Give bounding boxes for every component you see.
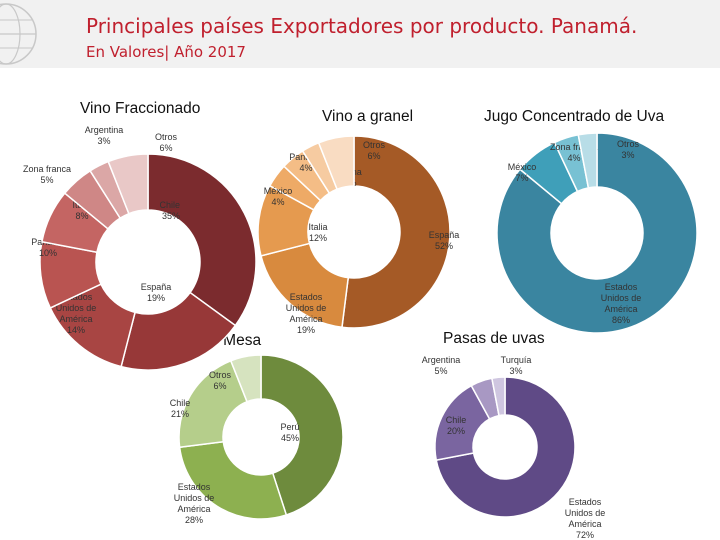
slice-otros (229, 354, 262, 403)
data-label-estados-unidos-de-america: Estados Unidos de América 14% (56, 292, 97, 335)
chart-title-jugo-uva: Jugo Concentrado de Uva (484, 108, 665, 125)
data-label-espana: España 52% (429, 230, 460, 251)
donut-jugo-concentrado-de-uva: Estados Unidos de América 86% México 7% Zona f… (496, 132, 698, 334)
data-label-espana: España 19% (141, 282, 172, 303)
slice-chile (178, 359, 248, 449)
slice-estados-unidos-de-america (435, 376, 576, 518)
slice-estados-unidos-de-america (260, 242, 350, 329)
slice-espana (341, 135, 451, 329)
data-label-estados-unidos-de-america: Estados Unidos de América 28% (174, 482, 215, 525)
data-label-zona-franca: Zona franca 4% (550, 142, 598, 163)
data-label-otros: Otros 6% (155, 132, 178, 153)
data-label-estados-unidos-de-america: Estados Unidos de América 86% (601, 282, 642, 325)
data-label-chile: Chile 20% (446, 415, 467, 436)
data-label-turquia: Turquía 3% (501, 355, 532, 376)
data-label-italia: Italia 12% (308, 222, 327, 243)
slice-turquia (491, 376, 506, 417)
data-label-argentina: Argentina 3% (85, 125, 124, 146)
donut-vino-a-granel: España 52% Estados Unidos de América 19% Itali… (257, 135, 460, 335)
data-label-peru: Perú 45% (280, 422, 299, 443)
slice-estados-unidos-de-america (496, 132, 698, 334)
slice-otros (107, 153, 149, 215)
data-label-argentina: Argentina 5% (422, 355, 461, 376)
data-label-chile: Chile 21% (170, 398, 191, 419)
slice-otros (317, 135, 355, 191)
donut-pasas-de-uvas: Estados Unidos de América 72% Chile 20% Argent… (422, 355, 606, 540)
page-subtitle: En Valores| Año 2017 (86, 43, 246, 61)
data-label-mexico: México 4% (264, 186, 293, 207)
chart-title-pasas: Pasas de uvas (443, 330, 545, 347)
page-title: Principales países Exportadores por prod… (86, 14, 638, 38)
data-label-otros: Otros 3% (617, 139, 640, 160)
data-label-otros: Otros 6% (209, 370, 232, 391)
data-label-chile: Chile 35% (159, 200, 180, 221)
globe-icon (0, 3, 37, 65)
data-label-estados-unidos-de-america: Estados Unidos de América 19% (286, 292, 327, 335)
donut-vino-fraccionado: Chile 35% España 19% Estados Unidos de América… (23, 125, 257, 371)
data-label-otros: Otros 6% (363, 140, 386, 161)
chart-title-vino-granel: Vino a granel (322, 108, 414, 125)
data-label-mexico: México 7% (508, 162, 537, 183)
header-bar: Principales países Exportadores por prod… (0, 0, 720, 68)
slice-peru (260, 354, 344, 516)
data-label-zona-franca: Zona franca 5% (23, 164, 71, 185)
slice-otros (577, 132, 598, 189)
donut-uvas-de-mesa: Perú 45% Estados Unidos de América 28% Chile 21… (170, 354, 344, 525)
slice-chile (147, 153, 257, 327)
data-label-estados-unidos-de-america: Estados Unidos de América 72% (565, 497, 606, 540)
slice-estados-unidos-de-america (178, 440, 288, 520)
chart-title-vino-fraccionado: Vino Fraccionado (80, 100, 201, 117)
